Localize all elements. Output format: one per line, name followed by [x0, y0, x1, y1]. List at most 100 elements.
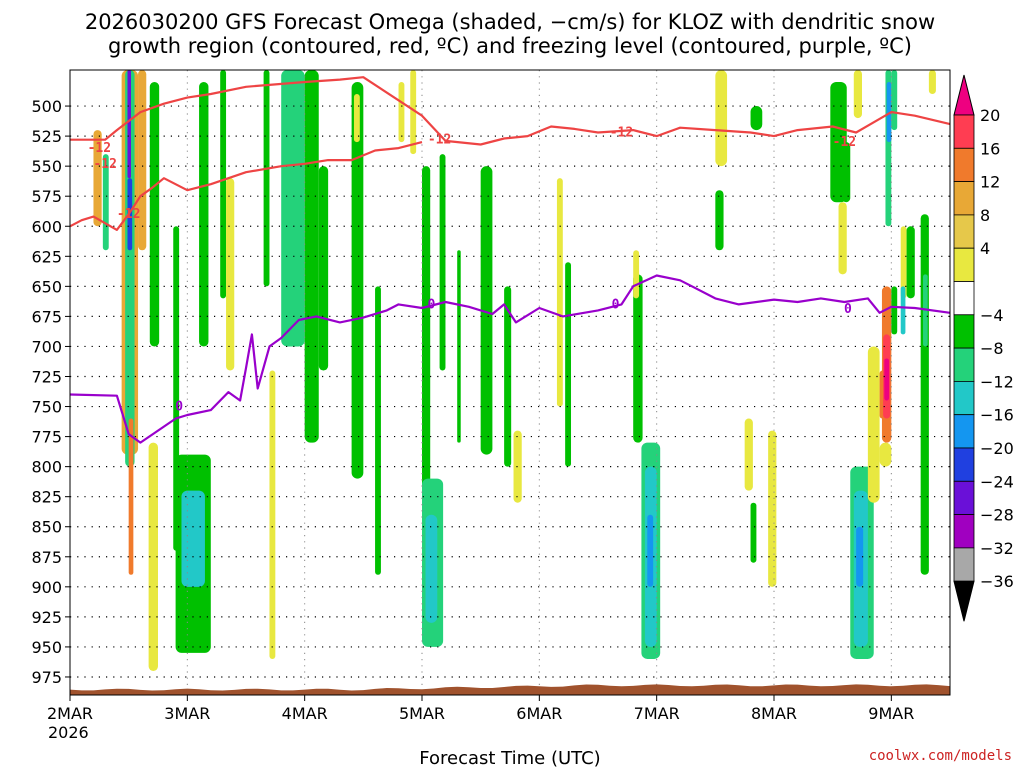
- omega-cell: [149, 82, 160, 347]
- x-tick-label: 2MAR: [47, 704, 93, 723]
- omega-cell: [351, 82, 364, 479]
- colorbar-label: −32: [980, 539, 1014, 558]
- y-tick-label: 650: [31, 277, 62, 296]
- omega-cell: [750, 106, 763, 131]
- colorbar-segment: [953, 380, 975, 416]
- x-tick-label: 3MAR: [164, 704, 210, 723]
- colorbar-segment: [953, 114, 975, 149]
- colorbar-label: 12: [980, 173, 1000, 192]
- omega-cell: [422, 166, 431, 551]
- colorbar-segment: [953, 447, 975, 482]
- omega-cell: [127, 70, 132, 179]
- y-tick-label: 900: [31, 578, 62, 597]
- y-tick-label: 625: [31, 247, 62, 266]
- colorbar-segment: [953, 547, 975, 582]
- colorbar-label: −12: [980, 372, 1014, 391]
- omega-cell: [128, 418, 134, 575]
- colorbar-label: −36: [980, 572, 1014, 591]
- dendritic-upper-label: -12: [610, 126, 633, 141]
- omega-cell: [744, 418, 753, 491]
- colorbar-top-arrow: [953, 74, 975, 116]
- omega-cell: [853, 70, 862, 119]
- chart-title-line-2: growth region (contoured, red, ºC) and f…: [108, 34, 912, 58]
- colorbar-segment: [953, 347, 975, 382]
- omega-cell: [410, 70, 417, 155]
- colorbar-label: −28: [980, 506, 1014, 525]
- colorbar-label: −4: [980, 306, 1004, 325]
- terrain-band: [70, 684, 950, 695]
- colorbar-label: −24: [980, 472, 1014, 491]
- colorbar-bottom-arrow: [953, 580, 975, 622]
- credit-text: coolwx.com/models: [869, 748, 1012, 764]
- colorbar-segment: [953, 281, 975, 316]
- omega-cell: [867, 346, 880, 503]
- x-tick-label: 4MAR: [282, 704, 328, 723]
- x-tick-label: 5MAR: [399, 704, 445, 723]
- freezing-level-label: 0: [612, 297, 620, 312]
- omega-cell: [906, 226, 915, 299]
- omega-cell: [226, 178, 235, 371]
- omega-cell: [900, 286, 906, 335]
- y-tick-label: 700: [31, 337, 62, 356]
- omega-cell: [269, 370, 276, 659]
- omega-cell: [556, 178, 563, 407]
- grid-lines: [70, 70, 950, 695]
- omega-cell: [318, 166, 329, 371]
- x-axis: 2MAR 3MAR 4MAR 5MAR 6MAR 7MAR 8MAR 9MAR: [47, 695, 914, 723]
- colorbar-segment: [953, 181, 975, 216]
- y-tick-label: 725: [31, 367, 62, 386]
- y-tick-label: 825: [31, 488, 62, 507]
- omega-cell: [504, 286, 512, 467]
- omega-cell: [439, 154, 446, 371]
- omega-cell: [900, 226, 907, 299]
- omega-cell: [891, 70, 898, 131]
- y-tick-label: 675: [31, 307, 62, 326]
- y-tick-label: 875: [31, 548, 62, 567]
- omega-cell: [263, 70, 270, 287]
- y-tick-label: 975: [31, 668, 62, 687]
- colorbar-segment: [953, 247, 975, 282]
- omega-cell: [928, 70, 936, 95]
- colorbar-segment: [953, 514, 975, 549]
- omega-cell: [633, 250, 640, 299]
- omega-cell: [886, 82, 892, 143]
- omega-cell: [148, 442, 158, 671]
- y-tick-label: 750: [31, 398, 62, 417]
- dendritic-upper-label: -12: [428, 133, 451, 148]
- dendritic-upper-label: -12: [88, 141, 111, 156]
- dendritic-lower-line: [69, 141, 423, 231]
- omega-cell: [181, 490, 205, 587]
- y-tick-label: 925: [31, 608, 62, 627]
- colorbar-segment: [953, 480, 975, 515]
- colorbar-label: −20: [980, 439, 1014, 458]
- colorbar-label: 4: [980, 239, 990, 258]
- colorbar: 20 16 12 8 4 −4 −8 −12 −16 −20 −24 −28 −32 −36: [953, 74, 1014, 622]
- colorbar-segment: [953, 314, 975, 349]
- y-tick-label: 600: [31, 217, 62, 236]
- chart-title-line-1: 2026030200 GFS Forecast Omega (shaded, −…: [85, 10, 935, 34]
- freezing-level-line: [69, 274, 951, 444]
- colorbar-label: 16: [980, 139, 1000, 158]
- dendritic-lower-label: -12: [117, 207, 140, 222]
- omega-cell: [633, 274, 643, 443]
- omega-cell: [768, 430, 777, 587]
- dendritic-upper-label: -12: [833, 135, 856, 150]
- omega-cell: [138, 70, 147, 251]
- omega-cell: [353, 94, 360, 143]
- dendritic-upper-line: [70, 76, 951, 146]
- x-tick-label: 9MAR: [868, 704, 914, 723]
- y-tick-label: 525: [31, 127, 62, 146]
- omega-cell: [715, 190, 724, 251]
- omega-cell: [842, 142, 851, 203]
- y-tick-label: 800: [31, 458, 62, 477]
- omega-cell: [879, 442, 892, 467]
- omega-cell: [304, 70, 319, 443]
- y-tick-label: 575: [31, 187, 62, 206]
- colorbar-label: 20: [980, 106, 1000, 125]
- omega-cell: [281, 70, 305, 347]
- omega-cell: [398, 82, 405, 143]
- omega-cell: [93, 130, 102, 227]
- x-axis-title: Forecast Time (UTC): [419, 748, 600, 768]
- omega-cell: [715, 70, 728, 167]
